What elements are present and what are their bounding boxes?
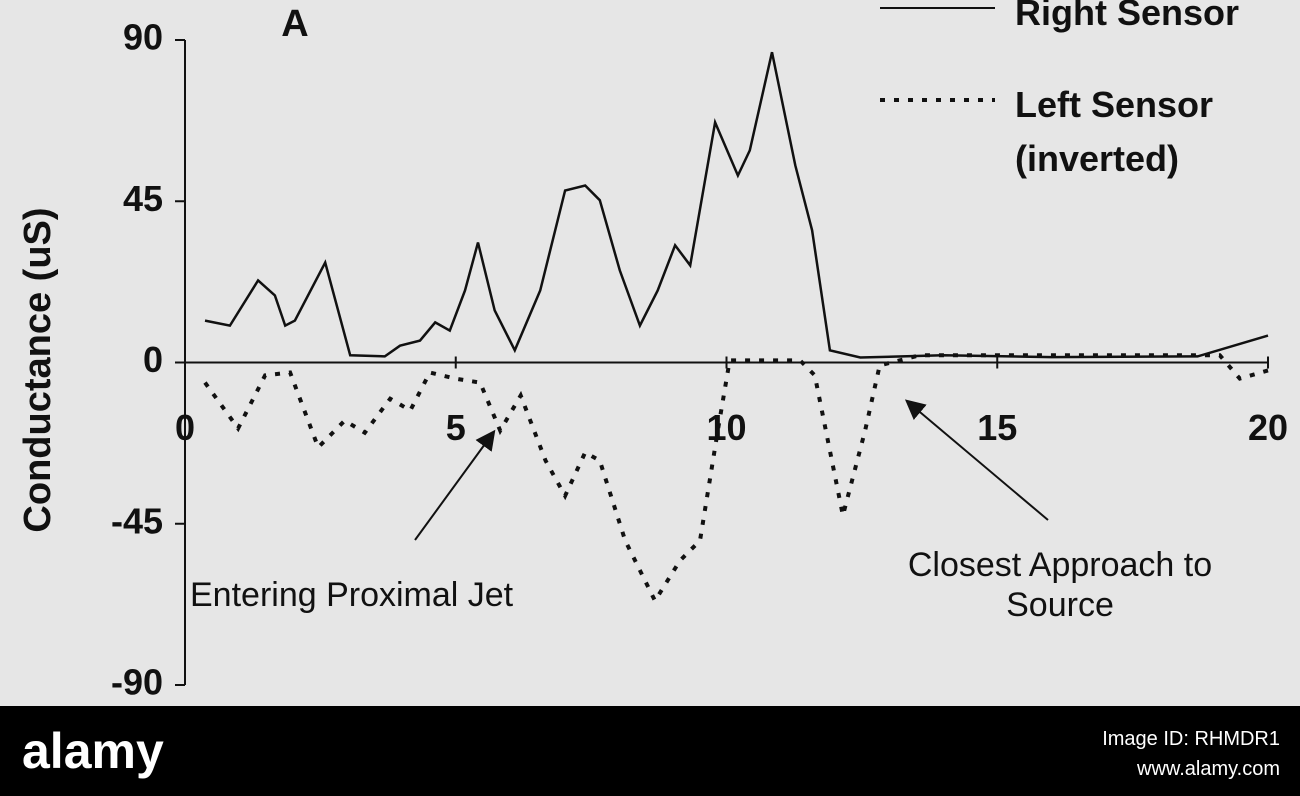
arrow bbox=[904, 399, 1049, 521]
y-tick-label: -45 bbox=[111, 500, 163, 541]
legend-label: Left Sensor (inverted) bbox=[1015, 84, 1214, 179]
annotation: Closest Approach to Source bbox=[907, 546, 1213, 624]
x-tick-label: 10 bbox=[706, 407, 746, 448]
arrow bbox=[414, 429, 496, 541]
y-tick-label: 90 bbox=[123, 17, 163, 58]
image-id: Image ID: RHMDR1 bbox=[1102, 728, 1280, 750]
brand: alamy bbox=[22, 723, 164, 779]
y-tick-label: -90 bbox=[111, 662, 163, 703]
x-tick-label: 0 bbox=[175, 407, 195, 448]
x-tick-label: 5 bbox=[446, 407, 466, 448]
y-axis-label: Conductance (uS) bbox=[17, 207, 59, 532]
url: www.alamy.com bbox=[1137, 758, 1280, 780]
series-line bbox=[203, 353, 1269, 605]
y-tick-label: 45 bbox=[123, 178, 163, 219]
series-line bbox=[204, 51, 1269, 359]
x-tick-label: 15 bbox=[977, 407, 1017, 448]
chart-title: A bbox=[281, 3, 308, 45]
footer-bar bbox=[0, 706, 1300, 796]
y-tick-label: 0 bbox=[143, 339, 163, 380]
x-tick-label: 20 bbox=[1248, 407, 1288, 448]
annotation: Entering Proximal Jet bbox=[190, 576, 514, 614]
legend-label: Right Sensor bbox=[1015, 0, 1240, 33]
